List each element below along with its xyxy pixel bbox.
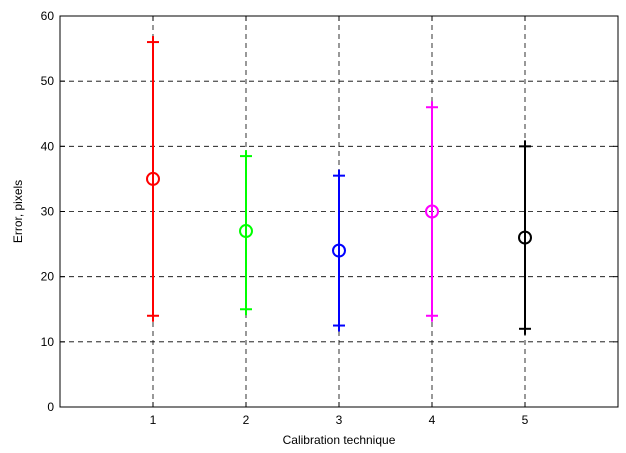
error-bar-1 [146,36,160,322]
y-tick-label: 50 [41,74,55,88]
mean-marker [518,230,532,245]
mean-marker [239,224,253,239]
y-axis-label: Error, pixels [11,180,25,243]
error-bar-5 [518,140,532,335]
y-tick-label: 40 [41,139,55,153]
mean-marker [146,171,160,186]
data-marks [146,36,532,335]
y-tick-label: 0 [47,400,54,414]
x-tick-label: 3 [336,413,343,427]
y-tick-label: 30 [41,205,55,219]
mean-marker [332,243,346,258]
x-tick-label: 4 [429,413,436,427]
error-bar-3 [332,169,346,332]
x-axis-label: Calibration technique [283,433,396,447]
error-bar-4 [425,101,439,322]
mean-marker [425,204,439,219]
y-tick-label: 20 [41,270,55,284]
x-tick-label: 1 [150,413,157,427]
error-bar-2 [239,150,253,316]
y-tick-label: 10 [41,335,55,349]
y-tick-label: 60 [41,9,55,23]
x-tick-label: 2 [243,413,250,427]
x-tick-label: 5 [522,413,529,427]
